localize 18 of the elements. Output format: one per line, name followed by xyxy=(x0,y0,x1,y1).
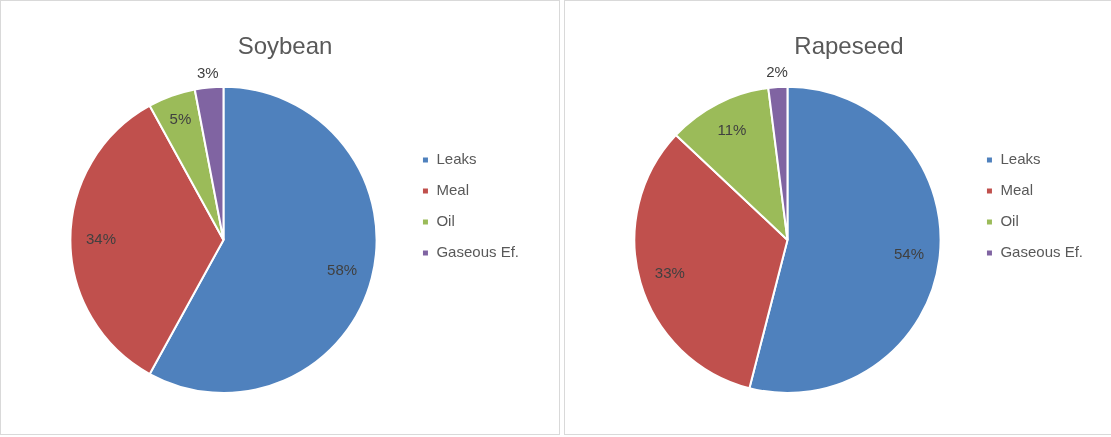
data-label: 34% xyxy=(85,230,117,248)
chart-title: Rapeseed xyxy=(794,32,904,60)
data-label: 3% xyxy=(196,63,219,81)
legend-label: Leaks xyxy=(436,150,477,168)
legend-label: Oil xyxy=(436,212,455,230)
legend-label: Gaseous Ef. xyxy=(1000,243,1083,261)
data-label: 58% xyxy=(327,260,358,278)
data-label: 54% xyxy=(893,245,925,263)
legend-label: Meal xyxy=(1000,181,1033,199)
legend-label: Oil xyxy=(1000,212,1019,230)
legend-label: Leaks xyxy=(1000,150,1041,168)
legend-label: Meal xyxy=(436,181,469,199)
data-label: 5% xyxy=(169,110,192,128)
data-label: 33% xyxy=(654,264,685,282)
data-label: 2% xyxy=(766,63,788,81)
legend-label: Gaseous Ef. xyxy=(436,243,519,261)
data-label: 11% xyxy=(717,120,747,138)
chart-title: Soybean xyxy=(237,32,333,60)
